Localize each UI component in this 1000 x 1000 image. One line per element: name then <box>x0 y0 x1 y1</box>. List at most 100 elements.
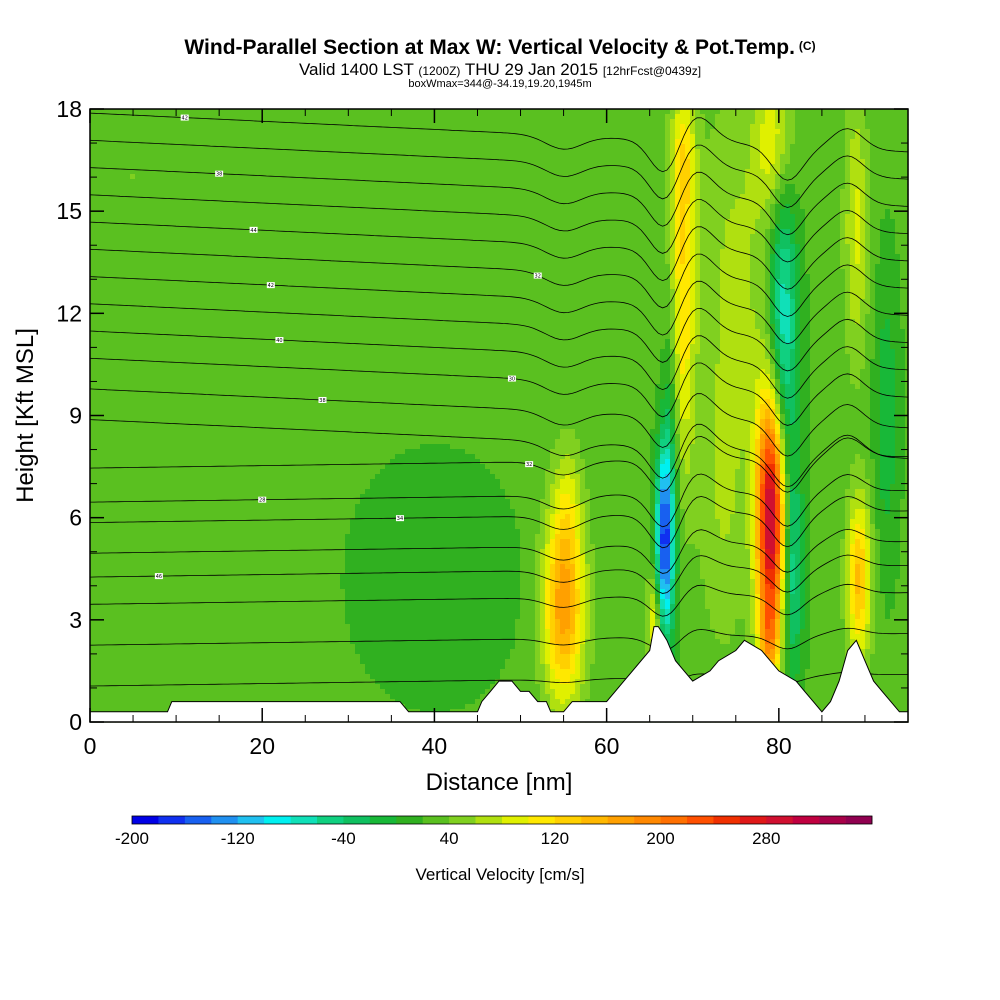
w-cell <box>345 129 351 135</box>
w-cell <box>650 199 656 205</box>
w-cell <box>765 154 771 160</box>
w-cell <box>360 184 366 190</box>
w-cell <box>135 169 141 175</box>
w-cell <box>425 184 431 190</box>
w-cell <box>725 134 731 140</box>
w-cell <box>215 114 221 120</box>
w-cell <box>515 199 521 205</box>
w-cell <box>745 164 751 170</box>
w-cell <box>605 204 611 210</box>
w-cell <box>255 119 261 125</box>
w-cell <box>815 229 821 235</box>
w-cell <box>275 254 281 260</box>
w-cell <box>315 169 321 175</box>
w-cell <box>155 164 161 170</box>
w-cell <box>510 194 516 200</box>
w-cell <box>890 254 896 260</box>
w-cell <box>420 204 426 210</box>
w-cell <box>400 174 406 180</box>
w-cell <box>730 174 736 180</box>
w-cell <box>460 224 466 230</box>
w-cell <box>305 204 311 210</box>
w-cell <box>520 254 526 260</box>
w-cell <box>545 194 551 200</box>
w-cell <box>195 194 201 200</box>
w-cell <box>820 249 826 255</box>
w-cell <box>785 149 791 155</box>
w-cell <box>100 154 106 160</box>
w-cell <box>655 219 661 225</box>
w-cell <box>395 159 401 165</box>
w-cell <box>490 174 496 180</box>
w-cell <box>500 129 506 135</box>
w-cell <box>160 169 166 175</box>
w-cell <box>570 174 576 180</box>
w-cell <box>620 179 626 185</box>
w-cell <box>260 209 266 215</box>
w-cell <box>385 214 391 220</box>
w-cell <box>865 214 871 220</box>
w-cell <box>455 134 461 140</box>
w-cell <box>600 209 606 215</box>
w-cell <box>605 249 611 255</box>
w-cell <box>415 144 421 150</box>
w-cell <box>145 174 151 180</box>
w-cell <box>285 189 291 195</box>
w-cell <box>790 154 796 160</box>
w-cell <box>255 234 261 240</box>
w-cell <box>685 129 691 135</box>
w-cell <box>185 254 191 260</box>
w-cell <box>515 129 521 135</box>
w-cell <box>715 109 721 115</box>
w-cell <box>145 229 151 235</box>
w-cell <box>270 174 276 180</box>
w-cell <box>220 209 226 215</box>
w-cell <box>355 209 361 215</box>
w-cell <box>830 109 836 115</box>
w-cell <box>450 184 456 190</box>
w-cell <box>515 149 521 155</box>
w-cell <box>415 129 421 135</box>
w-cell <box>370 149 376 155</box>
w-cell <box>465 119 471 125</box>
w-cell <box>105 204 111 210</box>
w-cell <box>360 149 366 155</box>
w-cell <box>670 194 676 200</box>
w-cell <box>405 114 411 120</box>
w-cell <box>840 139 846 145</box>
w-cell <box>90 164 96 170</box>
w-cell <box>390 129 396 135</box>
w-cell <box>180 144 186 150</box>
w-cell <box>500 114 506 120</box>
w-cell <box>730 209 736 215</box>
w-cell <box>270 219 276 225</box>
w-cell <box>665 184 671 190</box>
w-cell <box>725 199 731 205</box>
w-cell <box>515 164 521 170</box>
w-cell <box>575 184 581 190</box>
w-cell <box>295 184 301 190</box>
w-cell <box>490 254 496 260</box>
w-cell <box>900 219 906 225</box>
w-cell <box>760 209 766 215</box>
w-cell <box>650 144 656 150</box>
w-cell <box>90 144 96 150</box>
w-cell <box>470 239 476 245</box>
w-cell <box>320 189 326 195</box>
w-cell <box>345 139 351 145</box>
w-cell <box>100 169 106 175</box>
w-cell <box>880 244 886 250</box>
w-cell <box>405 189 411 195</box>
w-cell <box>245 174 251 180</box>
w-cell <box>325 114 331 120</box>
w-cell <box>705 109 711 115</box>
w-cell <box>440 159 446 165</box>
w-cell <box>855 224 861 230</box>
w-cell <box>650 219 656 225</box>
w-cell <box>485 169 491 175</box>
w-cell <box>470 199 476 205</box>
w-cell <box>505 119 511 125</box>
w-cell <box>195 154 201 160</box>
w-cell <box>690 199 696 205</box>
w-cell <box>745 119 751 125</box>
